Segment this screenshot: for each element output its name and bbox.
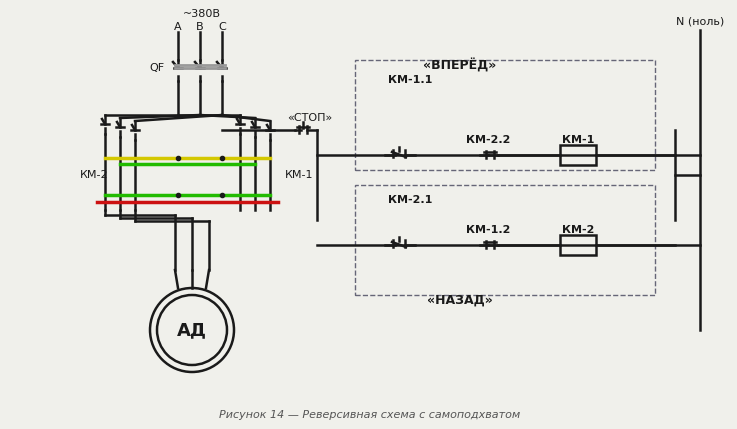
Text: С: С bbox=[218, 22, 226, 32]
Text: В: В bbox=[196, 22, 204, 32]
Text: N (ноль): N (ноль) bbox=[676, 17, 724, 27]
Text: «ВПЕРЁД»: «ВПЕРЁД» bbox=[423, 59, 497, 73]
Circle shape bbox=[157, 295, 227, 365]
Text: КМ-1: КМ-1 bbox=[285, 170, 313, 180]
Text: ~380В: ~380В bbox=[183, 9, 221, 19]
Circle shape bbox=[150, 288, 234, 372]
Text: КМ-2.1: КМ-2.1 bbox=[388, 195, 432, 205]
Text: КМ-2.2: КМ-2.2 bbox=[466, 135, 510, 145]
Bar bbox=[355, 60, 655, 170]
Text: АД: АД bbox=[177, 321, 207, 339]
Text: «НАЗАД»: «НАЗАД» bbox=[427, 293, 493, 306]
Bar bbox=[560, 145, 596, 165]
Bar bbox=[560, 235, 596, 255]
Text: «СТОП»: «СТОП» bbox=[287, 113, 332, 123]
Text: КМ-1.1: КМ-1.1 bbox=[388, 75, 432, 85]
Text: КМ-1: КМ-1 bbox=[562, 135, 594, 145]
Text: Рисунок 14 — Реверсивная схема с самоподхватом: Рисунок 14 — Реверсивная схема с самопод… bbox=[220, 410, 520, 420]
Text: КМ-1.2: КМ-1.2 bbox=[466, 225, 510, 235]
Text: А: А bbox=[174, 22, 182, 32]
Text: QF: QF bbox=[150, 63, 165, 73]
Bar bbox=[355, 185, 655, 295]
Text: КМ-2: КМ-2 bbox=[562, 225, 594, 235]
Text: КМ-2: КМ-2 bbox=[80, 170, 108, 180]
